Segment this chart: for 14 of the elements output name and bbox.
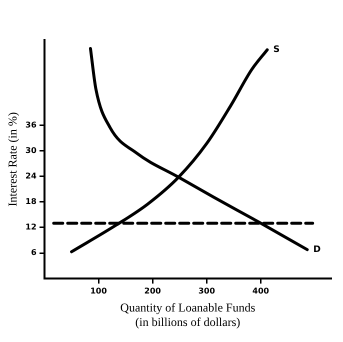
y-tick-label: 36: [25, 120, 37, 130]
y-axis-title: Interest Rate (in %): [5, 112, 20, 206]
x-tick-label: 400: [252, 286, 270, 296]
x-tick-label: 300: [198, 286, 216, 296]
x-tick-label: 200: [144, 286, 162, 296]
x-axis-title: Quantity of Loanable Funds (in billions of dollars): [120, 300, 256, 329]
y-tick-label: 12: [25, 222, 37, 232]
y-tick-label: 18: [25, 196, 37, 206]
y-tick-label: 30: [25, 146, 37, 155]
x-tick-label: 100: [90, 286, 108, 296]
y-tick-label: 6: [30, 248, 37, 258]
y-tick-label: 24: [25, 171, 37, 180]
series-label: S: [273, 45, 280, 56]
series-label: D: [313, 244, 321, 255]
